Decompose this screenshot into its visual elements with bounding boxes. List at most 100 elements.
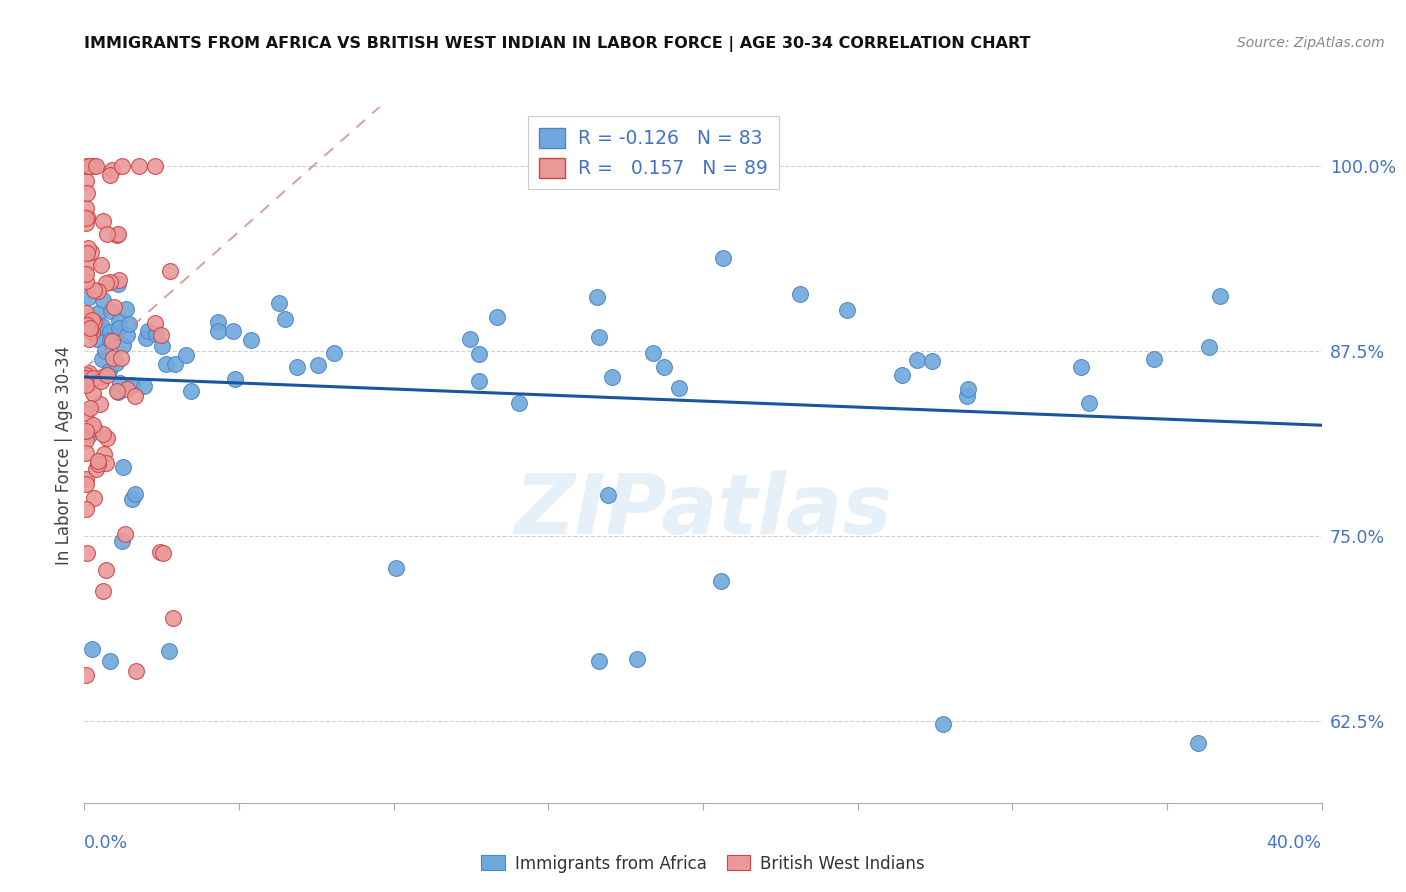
Point — [105, 384, 128, 398]
Point — [152, 545, 174, 559]
Point — [91, 583, 114, 598]
Point — [77, 319, 100, 334]
Point — [82, 326, 104, 340]
Point — [486, 310, 509, 324]
Point — [75, 201, 97, 215]
Point — [921, 354, 943, 368]
Point — [75, 406, 97, 420]
Point — [79, 317, 101, 331]
Point — [957, 382, 980, 396]
Point — [93, 447, 115, 461]
Point — [82, 386, 104, 401]
Point — [79, 401, 101, 416]
Point — [90, 374, 112, 388]
Point — [77, 366, 100, 380]
Point — [75, 477, 97, 491]
Point — [90, 352, 112, 367]
Point — [117, 327, 139, 342]
Point — [98, 168, 121, 182]
Point — [107, 273, 129, 287]
Point — [76, 245, 98, 260]
Point — [87, 457, 110, 471]
Point — [180, 384, 202, 399]
Point — [668, 381, 690, 395]
Point — [83, 315, 105, 329]
Point — [586, 290, 609, 304]
Point — [117, 317, 139, 331]
Point — [121, 491, 143, 506]
Point — [163, 357, 186, 371]
Point — [79, 375, 101, 389]
Point — [145, 327, 167, 342]
Point — [98, 654, 121, 668]
Point — [84, 462, 107, 476]
Point — [96, 368, 118, 383]
Point — [75, 267, 97, 281]
Point — [91, 369, 114, 384]
Y-axis label: In Labor Force | Age 30-34: In Labor Force | Age 30-34 — [55, 345, 73, 565]
Point — [91, 319, 114, 334]
Point — [83, 283, 105, 297]
Point — [468, 347, 491, 361]
Point — [626, 651, 648, 665]
Point — [105, 356, 128, 370]
Point — [90, 259, 112, 273]
Point — [86, 332, 108, 346]
Point — [98, 333, 121, 347]
Point — [162, 611, 184, 625]
Point — [82, 417, 104, 432]
Point — [75, 174, 97, 188]
Point — [267, 295, 290, 310]
Point — [1077, 396, 1099, 410]
Point — [108, 321, 131, 335]
Point — [87, 306, 110, 320]
Point — [80, 244, 103, 259]
Point — [91, 427, 114, 442]
Point — [385, 560, 408, 574]
Point — [115, 382, 138, 396]
Point — [101, 163, 124, 178]
Point — [76, 318, 98, 332]
Point — [75, 371, 97, 385]
Point — [224, 372, 246, 386]
Point — [75, 215, 97, 229]
Point — [1070, 360, 1092, 375]
Point — [89, 397, 111, 411]
Point — [107, 277, 129, 292]
Point — [222, 324, 245, 338]
Point — [94, 563, 117, 577]
Point — [207, 315, 229, 329]
Text: 0.0%: 0.0% — [84, 834, 128, 852]
Point — [76, 211, 98, 225]
Point — [98, 325, 121, 339]
Point — [76, 546, 98, 560]
Point — [84, 159, 107, 173]
Text: 40.0%: 40.0% — [1267, 834, 1322, 852]
Point — [96, 227, 118, 242]
Point — [932, 717, 955, 731]
Point — [150, 339, 173, 353]
Point — [75, 211, 97, 225]
Point — [76, 318, 98, 332]
Point — [468, 375, 491, 389]
Point — [135, 331, 157, 345]
Point — [132, 379, 155, 393]
Point — [77, 332, 100, 346]
Point — [458, 332, 481, 346]
Point — [789, 286, 811, 301]
Point — [96, 276, 118, 290]
Point — [91, 293, 114, 307]
Point — [956, 389, 979, 403]
Point — [174, 348, 197, 362]
Point — [77, 427, 100, 442]
Point — [76, 241, 98, 255]
Point — [600, 370, 623, 384]
Text: IMMIGRANTS FROM AFRICA VS BRITISH WEST INDIAN IN LABOR FORCE | AGE 30-34 CORRELA: IMMIGRANTS FROM AFRICA VS BRITISH WEST I… — [84, 36, 1031, 52]
Point — [111, 159, 134, 173]
Point — [107, 228, 129, 243]
Point — [508, 396, 530, 410]
Point — [588, 330, 610, 344]
Point — [588, 655, 610, 669]
Point — [285, 359, 308, 374]
Point — [96, 431, 118, 445]
